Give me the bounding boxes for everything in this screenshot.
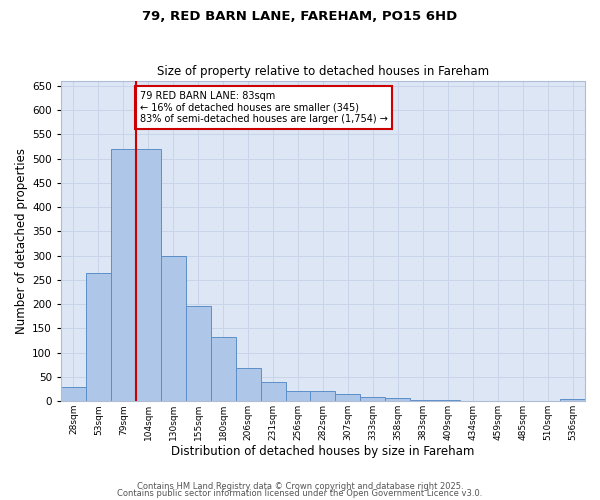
Bar [161, 256, 186, 401]
Bar [136, 149, 161, 401]
Text: Contains HM Land Registry data © Crown copyright and database right 2025.: Contains HM Land Registry data © Crown c… [137, 482, 463, 491]
Text: Contains public sector information licensed under the Open Government Licence v3: Contains public sector information licen… [118, 490, 482, 498]
Bar [286, 390, 310, 401]
Y-axis label: Number of detached properties: Number of detached properties [15, 148, 28, 334]
Bar [410, 400, 435, 401]
Bar [86, 272, 111, 401]
Bar [435, 400, 460, 401]
Bar [61, 386, 86, 401]
Bar [236, 368, 260, 401]
Text: 79 RED BARN LANE: 83sqm
← 16% of detached houses are smaller (345)
83% of semi-d: 79 RED BARN LANE: 83sqm ← 16% of detache… [140, 91, 388, 124]
Bar [186, 306, 211, 401]
Text: 79, RED BARN LANE, FAREHAM, PO15 6HD: 79, RED BARN LANE, FAREHAM, PO15 6HD [142, 10, 458, 23]
Bar [385, 398, 410, 401]
Bar [560, 399, 585, 401]
Bar [335, 394, 361, 401]
Bar [211, 337, 236, 401]
Bar [361, 398, 385, 401]
X-axis label: Distribution of detached houses by size in Fareham: Distribution of detached houses by size … [171, 444, 475, 458]
Bar [310, 390, 335, 401]
Bar [111, 149, 136, 401]
Bar [260, 382, 286, 401]
Title: Size of property relative to detached houses in Fareham: Size of property relative to detached ho… [157, 66, 489, 78]
